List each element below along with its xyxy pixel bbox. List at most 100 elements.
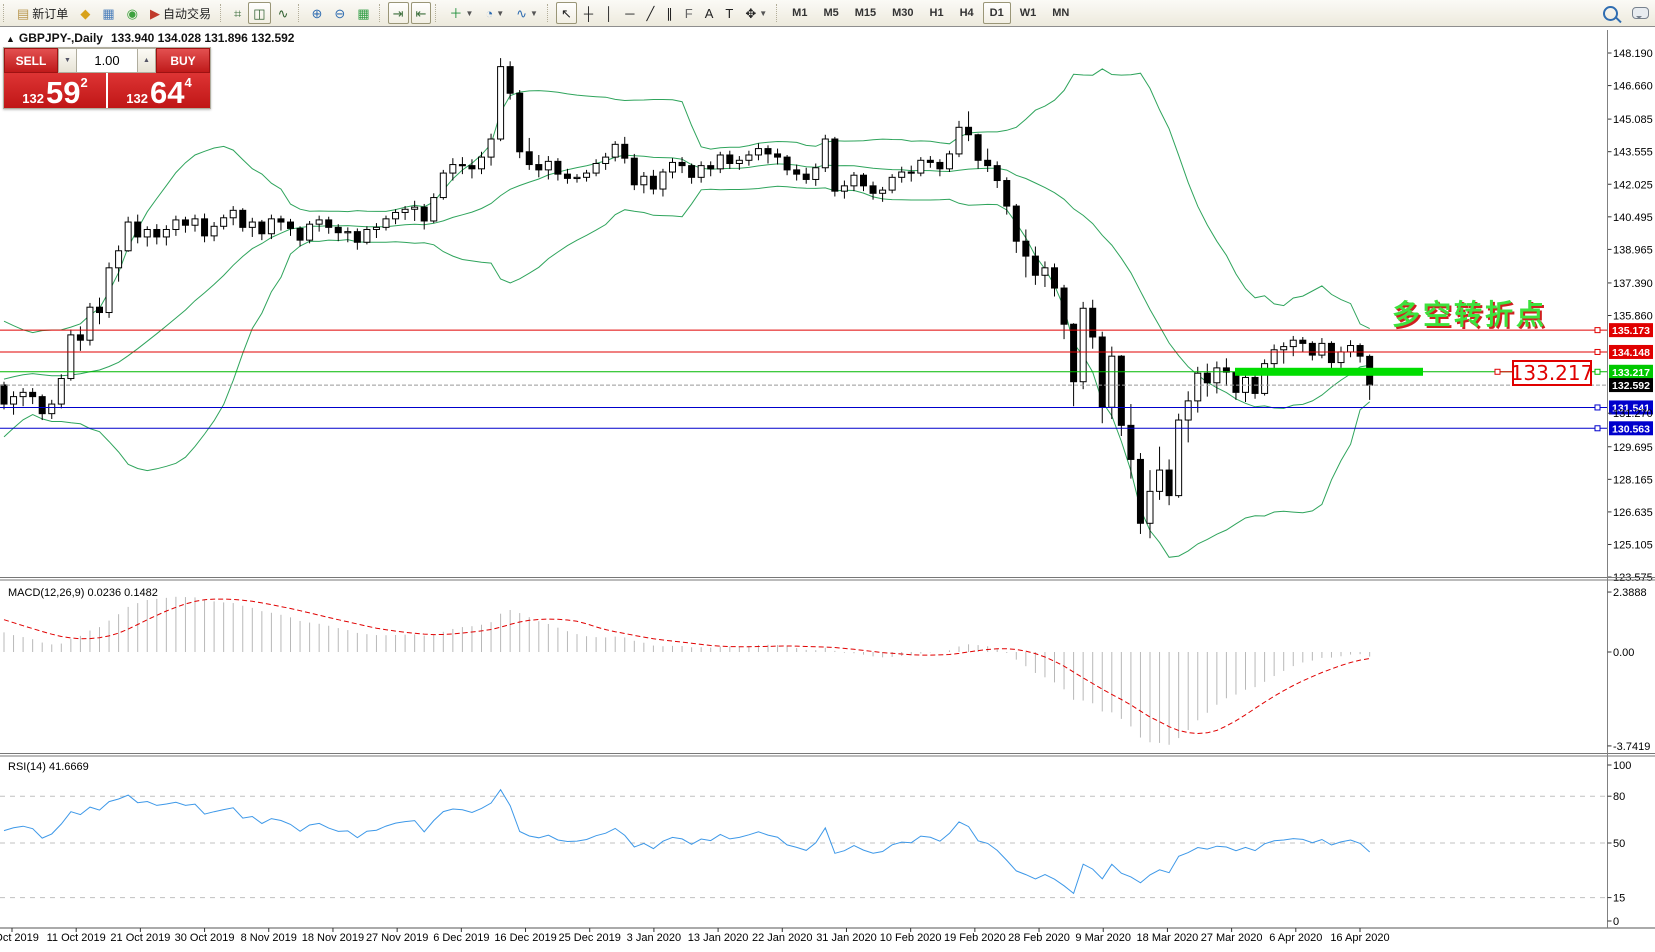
volume-increase-button[interactable]: ▲ xyxy=(137,48,156,73)
auto-scroll-icon[interactable]: ⇤ xyxy=(410,2,432,24)
timeframe-w1-button[interactable]: W1 xyxy=(1013,2,1044,24)
svg-text:16 Dec 2019: 16 Dec 2019 xyxy=(494,932,556,944)
svg-text:25 Dec 2019: 25 Dec 2019 xyxy=(559,932,621,944)
timeframe-m1-button-label: M1 xyxy=(792,7,808,19)
timeframe-mn-button[interactable]: MN xyxy=(1045,2,1076,24)
buy-button[interactable]: BUY xyxy=(156,48,210,73)
timeframe-m1-button[interactable]: M1 xyxy=(785,2,814,24)
candlestick-chart-icon[interactable]: ◫ xyxy=(248,2,271,24)
buy-price-figure: 132 xyxy=(126,91,148,106)
svg-text:80: 80 xyxy=(1613,791,1625,803)
fibonacci-icon[interactable]: F xyxy=(680,2,698,24)
svg-text:11 Oct 2019: 11 Oct 2019 xyxy=(47,932,106,944)
profiles-icon: ◔ xyxy=(485,5,494,21)
sell-price-figure: 132 xyxy=(22,91,44,106)
price-callout-label[interactable]: 133.217 xyxy=(1510,360,1594,386)
market-watch-icon: ◆ xyxy=(80,5,91,21)
chevron-down-icon[interactable]: ▼ xyxy=(759,8,768,18)
symbol-period-label: GBPJPY-,Daily xyxy=(18,31,103,45)
toolbar-group-separator xyxy=(219,4,224,22)
trendline-icon[interactable]: ╱ xyxy=(641,2,659,24)
svg-text:27 Nov 2019: 27 Nov 2019 xyxy=(366,932,428,944)
new-order-button[interactable]: ▤ 新订单 xyxy=(12,2,73,24)
vertical-line-icon[interactable]: │ xyxy=(600,2,618,24)
market-watch-icon[interactable]: ◆ xyxy=(75,2,95,24)
crosshair-icon[interactable]: ┼ xyxy=(579,2,598,24)
svg-text:2 Oct 2019: 2 Oct 2019 xyxy=(0,932,39,944)
profiles-icon[interactable]: ◔ ▼ xyxy=(480,2,509,24)
timeframe-m15-button[interactable]: M15 xyxy=(848,2,883,24)
navigator-icon[interactable]: ▦ xyxy=(97,2,119,24)
svg-text:15: 15 xyxy=(1613,893,1625,905)
chevron-down-icon[interactable]: ▼ xyxy=(465,8,474,18)
svg-text:137.390: 137.390 xyxy=(1613,278,1653,290)
trendline-icon: ╱ xyxy=(646,5,655,21)
crosshair-icon: ┼ xyxy=(583,5,594,21)
timeframe-m5-button-label: M5 xyxy=(823,7,839,19)
svg-text:50: 50 xyxy=(1613,838,1625,850)
line-chart-icon[interactable]: ∿ xyxy=(273,2,294,24)
chart-text-annotation[interactable]: 多空转折点 xyxy=(1392,298,1548,331)
svg-text:19 Feb 2020: 19 Feb 2020 xyxy=(944,932,1006,944)
buy-price-pips: 64 xyxy=(149,74,185,110)
arrows-icon[interactable]: ✥ ▼ xyxy=(740,2,772,24)
toolbar-group-separator xyxy=(435,4,439,22)
bar-chart-icon[interactable]: ⌗ xyxy=(229,2,246,24)
svg-text:18 Nov 2019: 18 Nov 2019 xyxy=(302,932,364,944)
channel-icon[interactable]: ∥ xyxy=(661,2,678,24)
add-chart-icon[interactable]: ＋ ▼ xyxy=(444,2,478,24)
chevron-down-icon[interactable]: ▼ xyxy=(530,8,538,18)
svg-text:148.190: 148.190 xyxy=(1613,48,1653,60)
panel-collapse-icon[interactable]: ▲ xyxy=(6,34,15,44)
toolbar-group-separator xyxy=(3,4,7,22)
svg-text:126.635: 126.635 xyxy=(1613,507,1653,519)
cursor-icon[interactable]: ↖ xyxy=(555,2,577,24)
timeframe-d1-button[interactable]: D1 xyxy=(982,2,1011,24)
svg-text:10 Feb 2020: 10 Feb 2020 xyxy=(880,932,942,944)
svg-text:138.965: 138.965 xyxy=(1613,244,1653,256)
signals-icon[interactable]: ◉ xyxy=(122,2,143,24)
channel-icon: ∥ xyxy=(666,5,673,21)
svg-text:135.173: 135.173 xyxy=(1612,325,1650,337)
chat-icon[interactable] xyxy=(1632,7,1649,19)
chart-canvas[interactable]: 135.173 134.148 133.217 131.541 130.563 132.5… xyxy=(0,27,1655,952)
one-click-trading-panel: SELL ▼ ▲ BUY 132 59 2 132 64 4 xyxy=(3,47,211,109)
text-icon: A xyxy=(704,5,714,21)
timeframe-h1-button-label: H1 xyxy=(929,7,944,19)
chart-window: 135.173 134.148 133.217 131.541 130.563 132.5… xyxy=(0,27,1655,952)
timeframe-d1-button-label: D1 xyxy=(989,7,1004,19)
svg-text:31 Jan 2020: 31 Jan 2020 xyxy=(816,932,877,944)
svg-text:133.217: 133.217 xyxy=(1612,367,1650,379)
svg-text:132.592: 132.592 xyxy=(1612,380,1650,392)
horizontal-line-icon: ─ xyxy=(625,5,635,21)
svg-text:RSI(14) 41.6669: RSI(14) 41.6669 xyxy=(8,761,89,773)
svg-text:123.575: 123.575 xyxy=(1613,572,1653,584)
svg-text:130.563: 130.563 xyxy=(1612,423,1650,435)
indicators-icon[interactable]: ∿ ▼ xyxy=(511,2,543,24)
text-icon[interactable]: A xyxy=(700,2,719,24)
timeframe-m30-button[interactable]: M30 xyxy=(885,2,920,24)
sell-button[interactable]: SELL xyxy=(4,48,58,73)
sell-price-pips: 59 xyxy=(45,74,81,110)
chart-shift-icon[interactable]: ⇥ xyxy=(387,2,409,24)
horizontal-line-icon[interactable]: ─ xyxy=(620,2,639,24)
svg-text:125.105: 125.105 xyxy=(1613,539,1653,551)
zoom-in-icon[interactable]: ⊕ xyxy=(307,2,328,24)
zoom-out-icon[interactable]: ⊖ xyxy=(329,2,350,24)
sell-price-button[interactable]: 132 59 2 xyxy=(4,73,106,108)
svg-text:18 Mar 2020: 18 Mar 2020 xyxy=(1137,932,1199,944)
volume-input[interactable] xyxy=(77,48,137,73)
volume-decrease-button[interactable]: ▼ xyxy=(58,48,77,73)
tile-windows-icon[interactable]: ▦ xyxy=(352,2,374,24)
timeframe-h4-button[interactable]: H4 xyxy=(953,2,981,24)
text-label-icon[interactable]: T xyxy=(720,2,738,24)
svg-text:6 Dec 2019: 6 Dec 2019 xyxy=(433,932,489,944)
search-icon[interactable] xyxy=(1603,5,1618,21)
timeframe-h1-button[interactable]: H1 xyxy=(923,2,951,24)
timeframe-m5-button[interactable]: M5 xyxy=(816,2,845,24)
buy-price-button[interactable]: 132 64 4 xyxy=(108,73,210,108)
svg-text:131.541: 131.541 xyxy=(1612,402,1650,414)
main-toolbar: ▤ 新订单 ◆ ▦ ◉ ▶ 自动交易 ⌗ ◫ ∿ ⊕ ⊖ ▦ ⇥ ⇤ ＋ ▼ ◔ ▼ ∿ ▼ ↖ ┼ │ ─ ╱ ∥ F A T ✥ ▼ M1 M… xyxy=(0,0,1655,27)
chevron-down-icon[interactable]: ▼ xyxy=(496,8,505,18)
auto-trading-button[interactable]: ▶ 自动交易 xyxy=(145,2,216,24)
